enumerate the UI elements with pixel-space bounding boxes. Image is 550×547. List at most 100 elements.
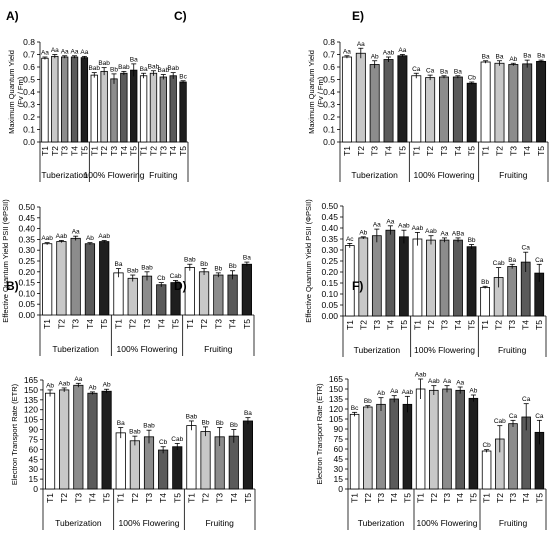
significance-label: Aab bbox=[58, 380, 70, 387]
y-tick-label: 0.10 bbox=[321, 289, 338, 299]
x-tick-label: T1 bbox=[45, 493, 55, 503]
x-tick-label: T3 bbox=[142, 319, 152, 329]
bar bbox=[179, 81, 187, 143]
bar bbox=[363, 406, 373, 490]
x-tick-label: T4 bbox=[384, 146, 394, 156]
y-axis-subtitle: (Fv / Fm) bbox=[316, 76, 325, 107]
y-tick-label: 165 bbox=[329, 374, 343, 384]
bar bbox=[84, 243, 96, 316]
bar bbox=[158, 449, 169, 490]
group-label: Tuberization bbox=[55, 518, 102, 528]
x-tick-label: T5 bbox=[467, 320, 477, 330]
significance-label: Ca bbox=[509, 413, 518, 420]
group-label: Fruiting bbox=[149, 170, 178, 180]
bar bbox=[466, 82, 477, 143]
y-tick-label: 0.1 bbox=[23, 125, 35, 135]
x-tick-label: T2 bbox=[128, 319, 138, 329]
chart-panel-6: F) Electron Transport Rate (ETR) 015304560… bbox=[315, 279, 547, 530]
bar bbox=[120, 72, 128, 143]
bar bbox=[127, 277, 138, 316]
x-tick-label: T1 bbox=[342, 146, 352, 156]
significance-label: Aa bbox=[390, 388, 398, 395]
bar bbox=[522, 63, 533, 143]
x-tick-label: T5 bbox=[172, 493, 182, 503]
bar bbox=[129, 440, 140, 490]
x-tick-label: T3 bbox=[508, 493, 518, 503]
bar bbox=[61, 56, 69, 143]
significance-label: Ba bbox=[454, 68, 462, 75]
bar bbox=[113, 272, 124, 316]
y-tick-label: 60 bbox=[334, 444, 344, 454]
group-label: Fruiting bbox=[205, 518, 234, 528]
bar bbox=[169, 75, 177, 143]
x-tick-label: T3 bbox=[439, 146, 449, 156]
significance-label: Ca bbox=[535, 413, 544, 420]
significance-label: Cb bbox=[157, 275, 166, 282]
y-tick-label: 0.35 bbox=[18, 234, 35, 244]
x-tick-label: T1 bbox=[185, 319, 195, 329]
x-tick-label: T1 bbox=[480, 320, 490, 330]
bar bbox=[385, 229, 396, 317]
significance-label: Bb bbox=[364, 398, 372, 405]
significance-label: Aa bbox=[51, 47, 59, 54]
y-tick-label: 0.5 bbox=[323, 75, 335, 85]
significance-label: Bb bbox=[229, 263, 237, 270]
bar bbox=[139, 75, 148, 143]
significance-label: Ba bbox=[508, 257, 516, 264]
bar bbox=[453, 239, 463, 317]
x-tick-label: T3 bbox=[507, 320, 517, 330]
y-axis-title: Electron Transport Rate (ETR) bbox=[10, 383, 19, 485]
panel-label: A) bbox=[6, 9, 19, 23]
y-tick-label: 0.35 bbox=[321, 234, 338, 244]
panel-label: C) bbox=[174, 9, 187, 23]
x-tick-label: T5 bbox=[467, 146, 477, 156]
bar bbox=[87, 392, 98, 490]
x-tick-label: T1 bbox=[89, 146, 99, 156]
bar bbox=[480, 61, 491, 143]
significance-label: Bab bbox=[143, 423, 155, 430]
significance-label: Aa bbox=[71, 48, 79, 55]
x-tick-label: T5 bbox=[397, 146, 407, 156]
bar bbox=[429, 389, 439, 490]
significance-label: Bab bbox=[158, 67, 170, 74]
bar bbox=[115, 432, 126, 490]
x-tick-label: T4 bbox=[385, 320, 395, 330]
x-tick-label: T3 bbox=[440, 320, 450, 330]
significance-label: Bb bbox=[230, 422, 238, 429]
bar bbox=[389, 398, 399, 490]
y-tick-label: 105 bbox=[24, 415, 38, 425]
group-label: Tuberization bbox=[41, 170, 88, 180]
y-tick-label: 15 bbox=[334, 474, 344, 484]
group-label: Tuberization bbox=[52, 344, 99, 354]
significance-label: Bc bbox=[179, 73, 187, 80]
significance-label: Ba bbox=[243, 255, 251, 262]
significance-label: Cab bbox=[494, 418, 506, 425]
bar bbox=[425, 77, 436, 143]
y-tick-label: 120 bbox=[329, 404, 343, 414]
significance-label: Bc bbox=[351, 405, 359, 412]
x-tick-label: T1 bbox=[139, 146, 149, 156]
bar bbox=[42, 243, 53, 316]
bar bbox=[355, 52, 366, 143]
x-tick-label: T4 bbox=[455, 493, 465, 503]
bar bbox=[241, 263, 252, 316]
chart-panel-2: B)Maximum Quantum Yield (Fv / Fm)0.00.10.… bbox=[6, 37, 549, 293]
x-tick-label: T4 bbox=[229, 493, 239, 503]
significance-label: Aa bbox=[357, 41, 365, 48]
significance-label: Bab bbox=[88, 65, 100, 72]
significance-label: Ab bbox=[86, 235, 94, 242]
significance-label: Ba bbox=[537, 53, 545, 60]
chart-panel-3: C) Effective Quantum Yield PSII (ΦPSII) 0.… bbox=[1, 9, 255, 356]
y-tick-label: 0.6 bbox=[323, 62, 335, 72]
x-tick-label: T4 bbox=[85, 319, 95, 329]
significance-label: Aab bbox=[383, 50, 395, 57]
significance-label: Ca bbox=[426, 68, 435, 75]
significance-label: Ab bbox=[103, 382, 111, 389]
group-label: Tuberization bbox=[351, 170, 398, 180]
x-tick-label: T2 bbox=[130, 493, 140, 503]
significance-label: Ba bbox=[440, 68, 448, 75]
significance-label: Ba bbox=[140, 66, 148, 73]
x-tick-label: T4 bbox=[156, 319, 166, 329]
y-tick-label: 0.45 bbox=[18, 213, 35, 223]
significance-label: Aab bbox=[402, 389, 414, 396]
